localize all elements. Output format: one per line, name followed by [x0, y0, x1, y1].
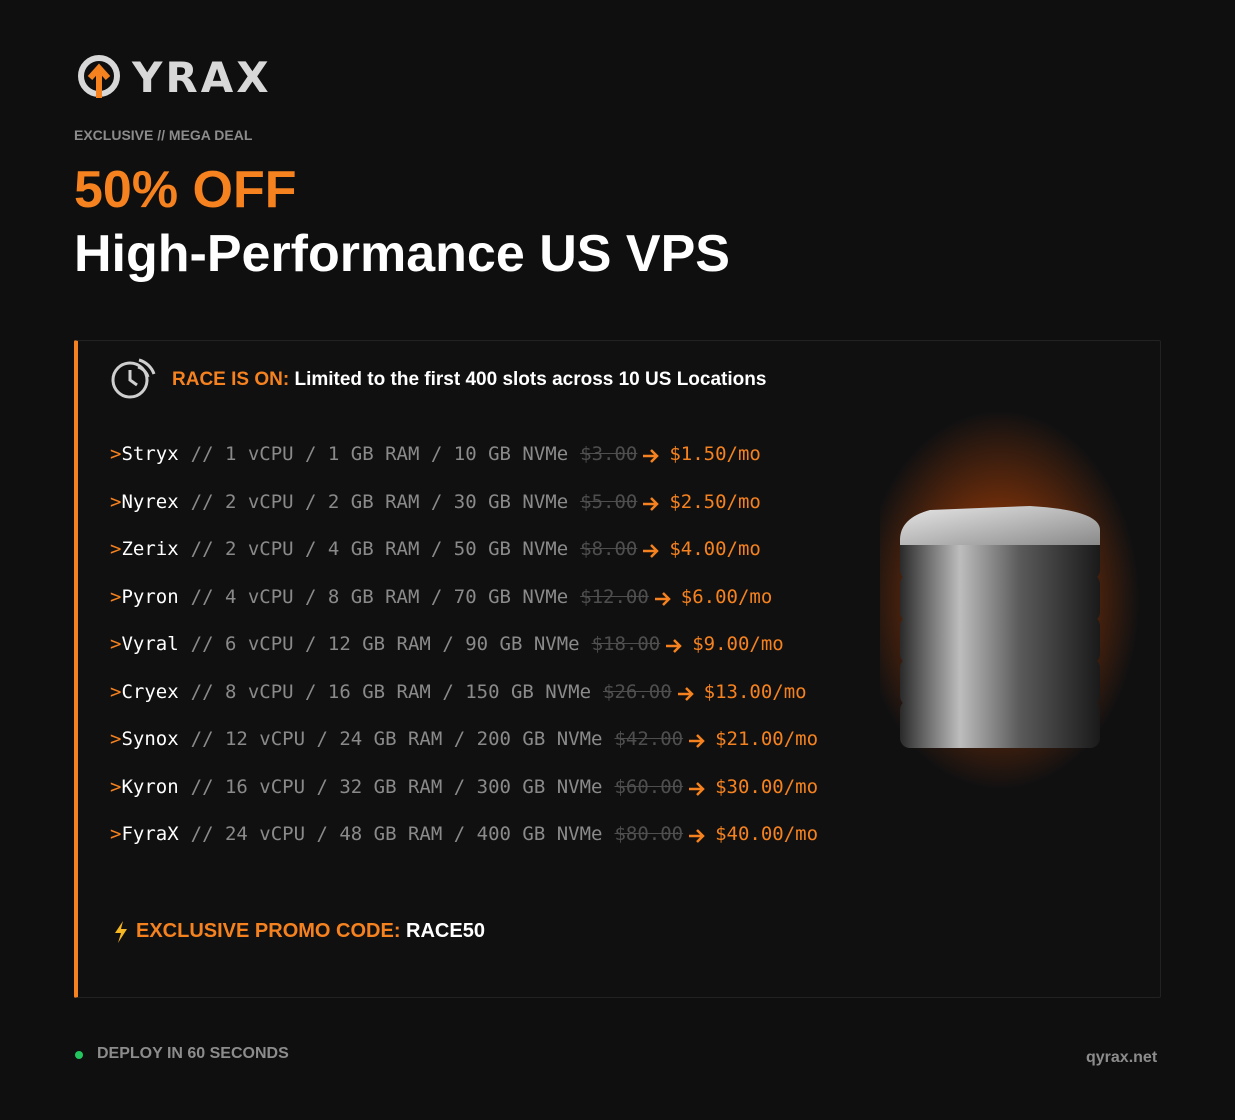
plan-row: > FyraX // 24 vCPU / 48 GB RAM / 400 GB NV… [110, 823, 818, 871]
headline-highlight: 50% OFF [74, 161, 297, 219]
race-text: Limited to the first 400 slots across 10… [294, 369, 767, 390]
old-price: $12.00 [580, 585, 649, 608]
promo-label: EXCLUSIVE PROMO CODE: [136, 920, 401, 942]
plan-name: Vyral [121, 633, 179, 655]
promo: EXCLUSIVE PROMO CODE: RACE50 [136, 920, 485, 943]
plan-name: Kyron [121, 775, 179, 798]
new-price: $40.00/mo [715, 823, 819, 845]
plan-specs: // 2 vCPU / 4 GB RAM / 50 GB NVMe [190, 538, 569, 560]
arrow [643, 496, 660, 511]
old-price: $60.00 [614, 775, 684, 798]
old-price: $8.00 [580, 538, 638, 560]
logo-text: YRAX [132, 52, 272, 102]
plan-name: Synox [121, 728, 179, 750]
prompt: > [110, 823, 122, 845]
arrow [689, 734, 705, 748]
prompt: > [110, 633, 122, 655]
new-price: $6.00/mo [680, 585, 773, 608]
prompt: > [110, 585, 122, 608]
prompt: > [110, 728, 122, 750]
prompt: > [110, 775, 122, 798]
plan-row: > Zerix // 2 vCPU / 4 GB RAM / 50 GB NVMe $… [110, 538, 818, 586]
plan-row: > Stryx // 1 vCPU / 1 GB RAM / 10 GB NVMe $… [110, 443, 818, 491]
new-price: $13.00/mo [703, 680, 807, 703]
plan-row: > Pyron // 4 vCPU / 8 GB RAM / 70 GB NVMe $… [110, 586, 818, 634]
plan-specs: // 2 vCPU / 2 GB RAM / 30 GB NVMe [190, 490, 569, 513]
server-illustration [880, 410, 1140, 790]
plan-name: Stryx [121, 443, 179, 465]
arrow [689, 781, 705, 796]
prompt: > [110, 490, 122, 513]
plan-specs: // 16 vCPU / 32 GB RAM / 300 GB NVMe [190, 775, 603, 798]
footer-site: qyrax.net [1086, 1049, 1158, 1066]
logo: YRAX [74, 50, 272, 104]
plan-specs: // 12 vCPU / 24 GB RAM / 200 GB NVMe [190, 728, 603, 750]
new-price: $30.00/mo [715, 775, 819, 798]
promo-code: RACE50 [406, 920, 485, 942]
plan-name: Zerix [121, 538, 179, 560]
plan-name: Nyrex [121, 490, 179, 513]
plan-name: Pyron [121, 585, 179, 608]
old-price: $26.00 [603, 680, 672, 703]
plan-specs: // 1 vCPU / 1 GB RAM / 10 GB NVMe [190, 443, 569, 465]
plan-row: > Cryex // 8 vCPU / 16 GB RAM / 150 GB NVM… [110, 681, 818, 729]
arrow [677, 686, 694, 701]
prompt: > [110, 538, 122, 560]
old-price: $80.00 [614, 823, 684, 845]
race-label: RACE IS ON: [172, 369, 290, 390]
arrow [643, 544, 660, 558]
old-price: $42.00 [614, 728, 684, 750]
new-price: $2.50/mo [669, 490, 761, 513]
plan-list: > Stryx// 1 vCPU / 1 GB RAM / 10 GB NVMe $… [110, 443, 818, 871]
plan-specs: // 4 vCPU / 8 GB RAM / 70 GB NVMe [190, 585, 569, 608]
bolt-icon [115, 921, 127, 943]
new-price: $21.00/mo [715, 728, 819, 750]
plan-row: > Nyrex // 2 vCPU / 2 GB RAM / 30 GB NVMe $… [110, 491, 818, 539]
plan-name: FyraX [121, 823, 179, 845]
new-price: $1.50/mo [669, 443, 761, 465]
old-price: $18.00 [591, 633, 661, 655]
headline-title: High-Performance US VPS [74, 225, 730, 283]
footer-status: DEPLOY IN 60 SECONDS [97, 1045, 289, 1062]
old-price: $3.00 [580, 443, 638, 465]
arrow [654, 591, 671, 606]
new-price: $4.00/mo [669, 538, 761, 560]
prompt: > [110, 443, 122, 465]
plan-row: > Vyral // 6 vCPU / 12 GB RAM / 90 GB NVMe… [110, 633, 818, 681]
plan-row: > Kyron // 16 vCPU / 32 GB RAM / 300 GB NV… [110, 776, 818, 824]
timer-icon [111, 358, 156, 399]
plan-specs: // 24 vCPU / 48 GB RAM / 400 GB NVMe [190, 823, 603, 845]
plan-specs: // 6 vCPU / 12 GB RAM / 90 GB NVMe [190, 633, 580, 655]
plan-specs: // 8 vCPU / 16 GB RAM / 150 GB NVMe [190, 680, 592, 703]
race-line: RACE IS ON: Limited to the first 400 slo… [172, 369, 766, 391]
arrow [643, 449, 660, 463]
logo-icon [78, 55, 120, 98]
status-dot [75, 1051, 83, 1059]
eyebrow: EXCLUSIVE // MEGA DEAL [74, 127, 253, 143]
old-price: $5.00 [580, 490, 638, 513]
arrow [689, 829, 705, 843]
new-price: $9.00/mo [692, 633, 784, 655]
plan-name: Cryex [121, 680, 179, 703]
plan-row: > Synox // 12 vCPU / 24 GB RAM / 200 GB NV… [110, 728, 818, 776]
prompt: > [110, 680, 122, 703]
arrow [666, 639, 683, 653]
